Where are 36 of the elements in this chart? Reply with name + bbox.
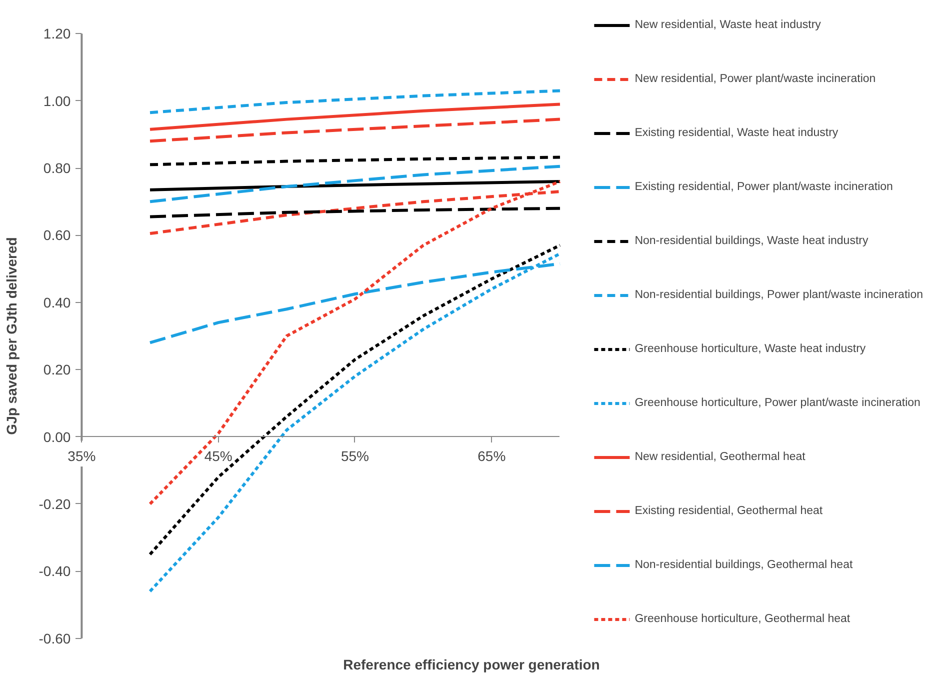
y-tick-label: 0.80 — [43, 160, 71, 176]
legend-label: Existing residential, Waste heat industry — [634, 126, 838, 140]
legend-label: Greenhouse horticulture, Waste heat industry — [634, 342, 866, 356]
legend-label: Non-residential buildings, Power plant/waste incineration — [634, 288, 923, 302]
line-series — [148, 89, 562, 114]
line-series — [148, 180, 562, 192]
legend-label: Non-residential buildings, Geothermal heat — [634, 558, 853, 572]
line-series — [148, 102, 562, 131]
x-tick-label: 65% — [478, 448, 506, 464]
line-series — [148, 118, 562, 143]
legend-label: Existing residential, Geothermal heat — [634, 504, 823, 518]
x-tick-label: 35% — [68, 448, 96, 464]
legend-label: Greenhouse horticulture, Geothermal heat — [634, 612, 850, 626]
y-tick-label: 1.20 — [43, 26, 71, 42]
x-tick-label: 55% — [340, 448, 370, 464]
y-tick-label: 0.00 — [43, 428, 71, 445]
line-series — [148, 156, 562, 166]
x-axis-title: Reference efficiency power generation — [343, 656, 600, 672]
y-tick-label: 0.20 — [43, 362, 71, 378]
y-tick-label: 0.60 — [43, 227, 71, 244]
legend-label: New residential, Geothermal heat — [634, 450, 806, 464]
y-axis-title: GJp saved per GJth delivered — [4, 237, 20, 435]
legend-label: Greenhouse horticulture, Power plant/waste incineration — [634, 396, 920, 410]
y-tick-label: -0.20 — [38, 496, 71, 512]
legend-label: Existing residential, Power plant/waste incineration — [634, 180, 893, 194]
legend-label: New residential, Waste heat industry — [634, 18, 821, 32]
line-series — [148, 206, 562, 218]
y-tick-label: -0.60 — [38, 630, 71, 646]
x-tick-label: 45% — [204, 448, 232, 464]
y-tick-label: 0.40 — [43, 294, 71, 310]
line-series — [148, 164, 562, 204]
y-tick-label: 1.00 — [43, 92, 71, 109]
y-tick-label: -0.40 — [38, 563, 71, 580]
legend-label: New residential, Power plant/waste incineration — [634, 72, 876, 86]
line-series — [148, 180, 562, 506]
legend-label: Non-residential buildings, Waste heat industry — [634, 234, 868, 248]
